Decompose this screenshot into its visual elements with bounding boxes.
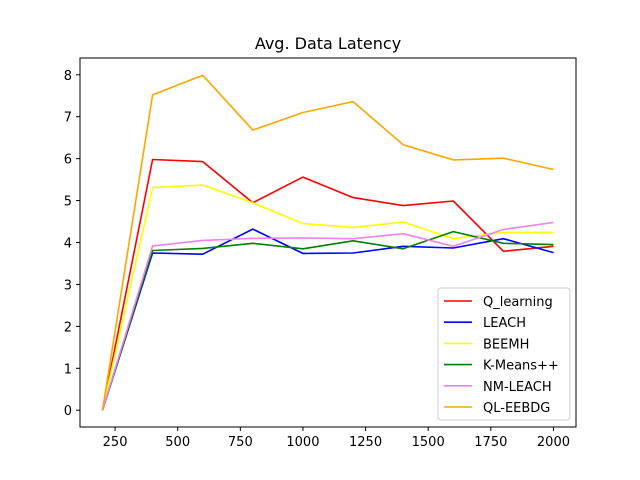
chart-title: Avg. Data Latency [255,34,401,53]
x-tick-label: 1750 [474,435,507,450]
legend-box [437,287,571,421]
ticks-layer: 250 500 750 1000 1250 1500 1750 2000 0 1 2 3 4 5 6 7 8 [64,69,570,450]
y-tick-label: 6 [64,153,72,168]
series-line-beemh [101,184,554,411]
legend-label: BEEMH [483,337,529,352]
y-tick-label: 2 [64,320,72,335]
series-line-nm-leach [101,221,554,411]
legend-label: LEACH [483,316,526,331]
x-tick-label: 250 [103,435,128,450]
series-line-leach [101,228,554,411]
series-line-q-learning [101,158,554,411]
legend-label: Q_learning [483,295,553,310]
legend-label: NM-LEACH [483,380,552,395]
y-tick-label: 1 [64,362,72,377]
y-tick-label: 5 [64,195,72,210]
x-tick-label: 500 [165,435,190,450]
x-tick-label: 2000 [537,435,570,450]
x-tick-label: 1000 [286,435,319,450]
legend-label: QL-EEBDG [483,401,550,416]
series-layer [101,74,554,411]
x-tick-label: 1250 [349,435,382,450]
legend-label: K-Means++ [483,359,559,374]
y-tick-label: 0 [64,404,72,419]
x-tick-label: 1500 [412,435,445,450]
legend: Q_learning LEACH BEEMH K-Means++ NM-LEACH QL-… [437,287,571,421]
y-tick-label: 8 [64,69,72,84]
y-tick-label: 7 [64,111,72,126]
y-tick-label: 3 [64,278,72,293]
y-tick-label: 4 [64,237,72,252]
x-tick-label: 750 [228,435,253,450]
plot-frame [79,57,577,428]
series-line-ql-eebdg [101,74,554,411]
